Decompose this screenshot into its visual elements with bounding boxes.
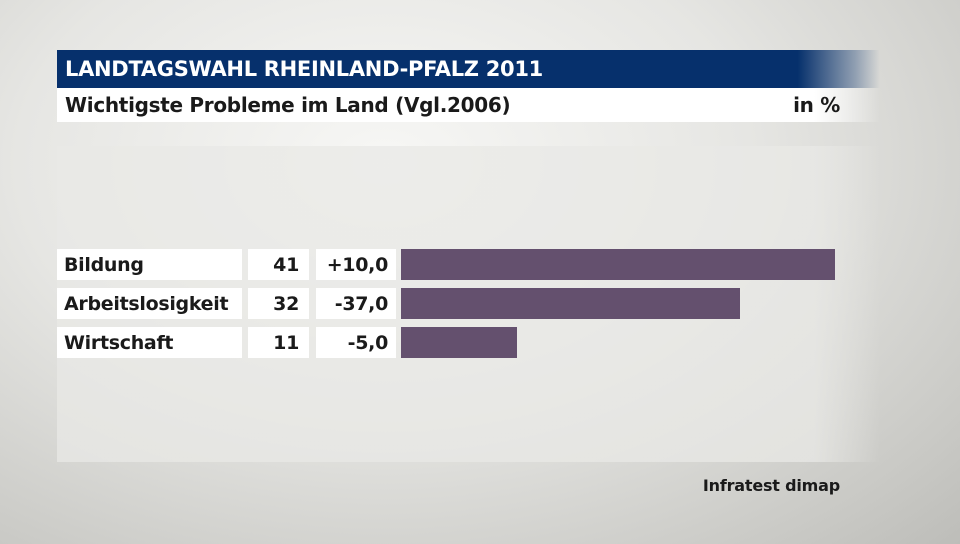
unit-label: in %	[793, 93, 840, 117]
category-label: Arbeitslosigkeit	[57, 288, 242, 319]
source-label: Infratest dimap	[702, 476, 840, 495]
value-label: 32	[248, 288, 309, 319]
bar	[401, 249, 835, 280]
bar	[401, 327, 517, 358]
value-label: 41	[248, 249, 309, 280]
change-label: -5,0	[316, 327, 396, 358]
change-label: -37,0	[316, 288, 396, 319]
category-label: Bildung	[57, 249, 242, 280]
category-label: Wirtschaft	[57, 327, 242, 358]
bar	[401, 288, 740, 319]
change-label: +10,0	[316, 249, 396, 280]
title-text: LANDTAGSWAHL RHEINLAND-PFALZ 2011	[65, 57, 543, 81]
value-label: 11	[248, 327, 309, 358]
subtitle-text: Wichtigste Probleme im Land (Vgl.2006)	[65, 93, 511, 117]
chart-subtitle: Wichtigste Probleme im Land (Vgl.2006) i…	[57, 88, 880, 122]
page-title: LANDTAGSWAHL RHEINLAND-PFALZ 2011	[57, 50, 880, 88]
